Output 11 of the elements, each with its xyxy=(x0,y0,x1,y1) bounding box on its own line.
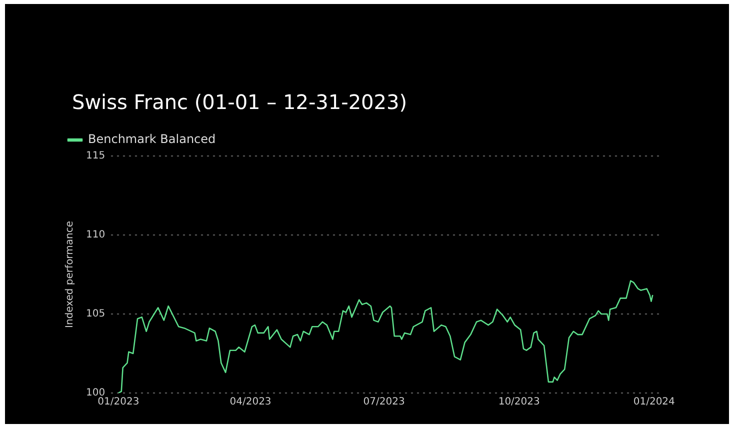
x-tick-label: 07/2023 xyxy=(363,396,405,408)
y-tick-label: 110 xyxy=(86,230,106,241)
y-tick-label: 105 xyxy=(86,308,106,320)
x-tick-label: 10/2023 xyxy=(498,396,540,408)
legend-label: Benchmark Balanced xyxy=(88,132,216,146)
chart-title: Swiss Franc (01-01 – 12-31-2023) xyxy=(72,90,408,114)
y-tick-label: 115 xyxy=(86,150,106,162)
x-tick-label: 01/2023 xyxy=(98,396,140,408)
y-axis-title: Indexed performance xyxy=(64,221,76,328)
x-tick-label: 04/2023 xyxy=(230,396,272,408)
x-tick-label: 01/2024 xyxy=(633,396,675,408)
